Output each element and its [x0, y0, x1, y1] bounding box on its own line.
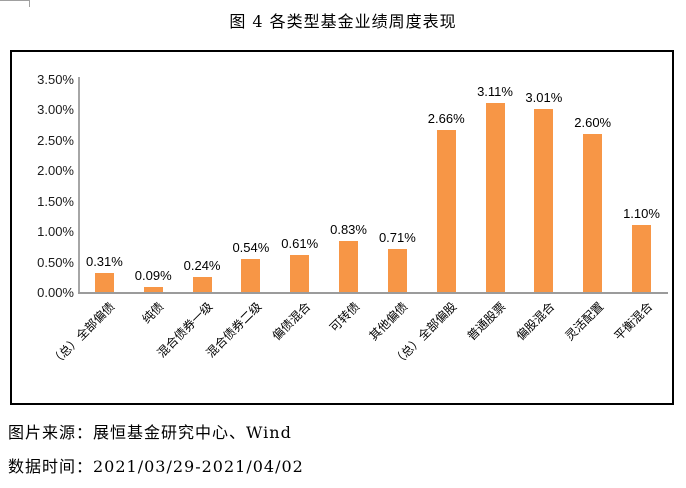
x-axis-label: 平衡混合: [611, 299, 655, 344]
bar: [485, 103, 505, 292]
bar: [143, 287, 163, 292]
bar: [241, 259, 261, 292]
bar-value-label: 0.54%: [232, 240, 270, 255]
bar-value-label: 2.60%: [574, 115, 612, 130]
chart-frame: 0.00% 0.50% 1.00% 1.50% 2.00% 2.50% 3.00% 3.50%…: [10, 50, 674, 405]
y-axis-tick-label: 3.50%: [37, 72, 74, 87]
bar: [534, 109, 554, 292]
bar: [192, 277, 212, 292]
bar-value-label: 0.71%: [378, 230, 416, 245]
bar-value-label: 0.24%: [183, 258, 221, 273]
table-border-artifact: [0, 0, 30, 7]
bar-slot: 1.10%: [617, 79, 666, 292]
y-axis-tick-label: 0.50%: [37, 254, 74, 270]
image-source-text: 图片来源：展恒基金研究中心、Wind: [8, 423, 292, 442]
bar-value-label: 1.10%: [623, 206, 660, 221]
y-axis-tick-label: 2.00%: [37, 163, 74, 179]
bar-value-label: 0.83%: [330, 222, 367, 237]
bar-slot: 2.60%: [568, 79, 617, 292]
bar: [94, 273, 114, 292]
bar-slot: 0.31%: [80, 79, 129, 292]
bar-slot: 3.11%: [471, 79, 520, 292]
bar-slot: 0.24%: [178, 79, 227, 292]
bar-slot: 2.66%: [422, 79, 471, 292]
bar: [290, 255, 310, 292]
bar: [339, 241, 359, 292]
bar-value-label: 0.09%: [134, 268, 172, 283]
bar-value-label: 3.01%: [525, 90, 563, 105]
bar: [632, 225, 652, 292]
y-axis-tick-label: 1.50%: [37, 193, 74, 209]
data-date-text: 数据时间：2021/03/29-2021/04/02: [8, 457, 304, 476]
bar-slot: 0.54%: [226, 79, 275, 292]
bar-value-label: 0.31%: [85, 254, 123, 269]
bar: [583, 134, 603, 292]
y-axis-tick-label: 3.00%: [37, 102, 74, 118]
bar-slot: 0.83%: [324, 79, 373, 292]
bar-slot: 0.09%: [129, 79, 178, 292]
bar-value-label: 3.11%: [477, 84, 513, 99]
chart-title: 图 4 各类型基金业绩周度表现: [229, 12, 457, 31]
bar-slot: 3.01%: [519, 79, 568, 292]
y-axis-tick-label: 1.00%: [37, 224, 74, 240]
bar-slot: 0.61%: [275, 79, 324, 292]
y-axis-tick-label: 2.50%: [37, 132, 74, 148]
y-axis-line: [78, 77, 80, 292]
bar: [436, 130, 456, 292]
y-axis-tick-label: 0.00%: [37, 285, 74, 300]
bar: [387, 249, 407, 292]
x-axis-line: [78, 292, 668, 294]
bar-series: 0.31% 0.09% 0.24% 0.54% 0.61% 0.83% 0.71% 2.66%…: [80, 79, 666, 292]
bar-value-label: 2.66%: [427, 111, 465, 126]
bar-slot: 0.71%: [373, 79, 422, 292]
bar-value-label: 0.61%: [281, 236, 319, 251]
